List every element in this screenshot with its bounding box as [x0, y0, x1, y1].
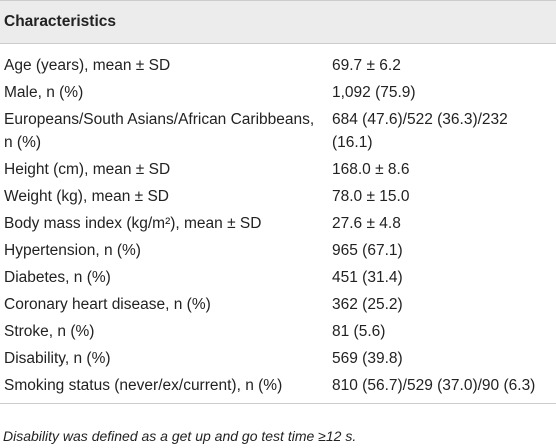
row-value: 78.0 ± 15.0 — [332, 188, 410, 205]
table-row: Disability, n (%) 569 (39.8) — [0, 345, 556, 372]
row-label: Coronary heart disease, n (%) — [4, 296, 211, 313]
characteristics-table: Characteristics Age (years), mean ± SD 69… — [0, 0, 556, 404]
table-body: Age (years), mean ± SD 69.7 ± 6.2 Male, n … — [0, 44, 556, 404]
table-row: Male, n (%) 1,092 (75.9) — [0, 79, 556, 106]
table-row: Stroke, n (%) 81 (5.6) — [0, 318, 556, 345]
header-title: Characteristics — [0, 0, 556, 44]
row-label: Diabetes, n (%) — [4, 269, 111, 286]
row-value: 684 (47.6)/522 (36.3)/232 (16.1) — [332, 111, 508, 151]
table-row: Age (years), mean ± SD 69.7 ± 6.2 — [0, 44, 556, 80]
row-value: 569 (39.8) — [332, 350, 403, 367]
row-label: Weight (kg), mean ± SD — [4, 188, 169, 205]
table-row: Smoking status (never/ex/current), n (%)… — [0, 372, 556, 404]
row-label: Body mass index (kg/m²), mean ± SD — [4, 215, 262, 232]
row-label: Age (years), mean ± SD — [4, 57, 171, 74]
row-value: 27.6 ± 4.8 — [332, 215, 401, 232]
row-label: Smoking status (never/ex/current), n (%) — [0, 372, 328, 404]
row-value: 965 (67.1) — [332, 242, 403, 259]
row-label: Hypertension, n (%) — [4, 242, 141, 259]
row-value: 810 (56.7)/529 (37.0)/90 (6.3) — [328, 372, 556, 404]
row-value: 168.0 ± 8.6 — [332, 161, 410, 178]
footnote: Disability was defined as a get up and g… — [3, 428, 357, 444]
row-value: 69.7 ± 6.2 — [332, 57, 401, 74]
table-row: Coronary heart disease, n (%) 362 (25.2) — [0, 291, 556, 318]
row-value: 1,092 (75.9) — [332, 84, 416, 101]
table-row: Weight (kg), mean ± SD 78.0 ± 15.0 — [0, 183, 556, 210]
row-label: Stroke, n (%) — [4, 323, 95, 340]
row-value: 81 (5.6) — [332, 323, 386, 340]
table-row: Hypertension, n (%) 965 (67.1) — [0, 237, 556, 264]
row-label: Male, n (%) — [4, 84, 84, 101]
table-row: Europeans/South Asians/African Caribbean… — [0, 106, 556, 156]
table-row: Body mass index (kg/m²), mean ± SD 27.6 ±… — [0, 210, 556, 237]
table-row: Diabetes, n (%) 451 (31.4) — [0, 264, 556, 291]
table-row: Height (cm), mean ± SD 168.0 ± 8.6 — [0, 156, 556, 183]
row-label: Height (cm), mean ± SD — [4, 161, 171, 178]
row-label: Europeans/South Asians/African Caribbean… — [4, 111, 315, 151]
row-value: 451 (31.4) — [332, 269, 403, 286]
header-row: Characteristics — [0, 0, 556, 44]
row-value: 362 (25.2) — [332, 296, 403, 313]
row-label: Disability, n (%) — [4, 350, 111, 367]
